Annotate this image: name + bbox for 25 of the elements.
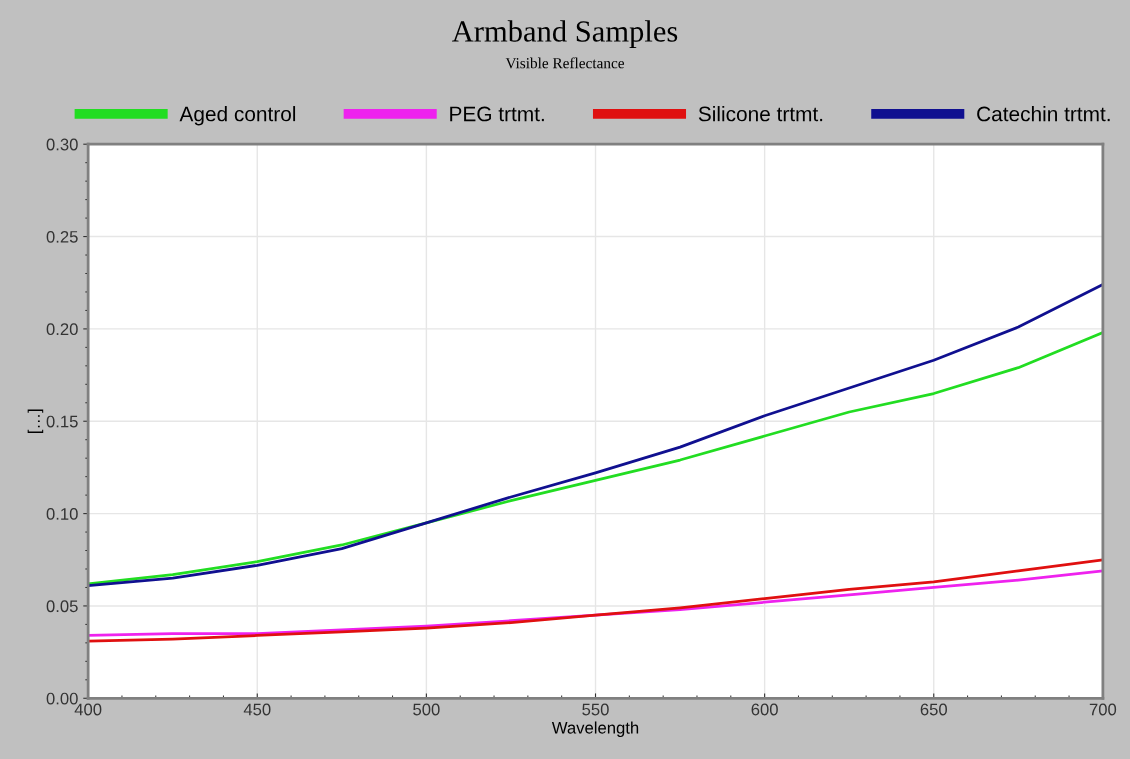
y-tick-label: 0.00 <box>46 692 78 705</box>
y-tick-label: 0.10 <box>46 507 78 520</box>
y-tick-label: 0.25 <box>46 230 78 243</box>
x-tick-label: 600 <box>751 703 778 716</box>
x-tick-label: 400 <box>74 703 102 716</box>
y-tick-label: 0.05 <box>46 600 78 613</box>
x-tick-label: 450 <box>243 703 271 716</box>
legend-label: Aged control <box>179 106 296 126</box>
x-tick-label: 500 <box>413 703 440 716</box>
x-tick-label: 650 <box>920 703 948 716</box>
legend-label: Catechin trtmt. <box>977 106 1110 122</box>
line-series <box>88 283 1103 588</box>
y-tick-label: 0.20 <box>46 323 78 336</box>
chart-title: Armband Samples <box>452 20 678 49</box>
line-series <box>88 331 1103 586</box>
legend-label: Silicone trtmt. <box>698 106 823 122</box>
legend-label: PEG trtmt. <box>450 106 544 122</box>
y-axis-title: […] <box>27 409 44 434</box>
y-tick-label: 0.30 <box>46 138 78 151</box>
x-tick-label: 550 <box>582 703 609 716</box>
chart-subtitle: Visible Reflectance <box>505 57 625 69</box>
x-tick-label: 700 <box>1089 703 1117 716</box>
x-axis-title: Wavelength <box>551 721 639 737</box>
y-tick-label: 0.15 <box>46 415 78 428</box>
line-series <box>88 558 1103 643</box>
